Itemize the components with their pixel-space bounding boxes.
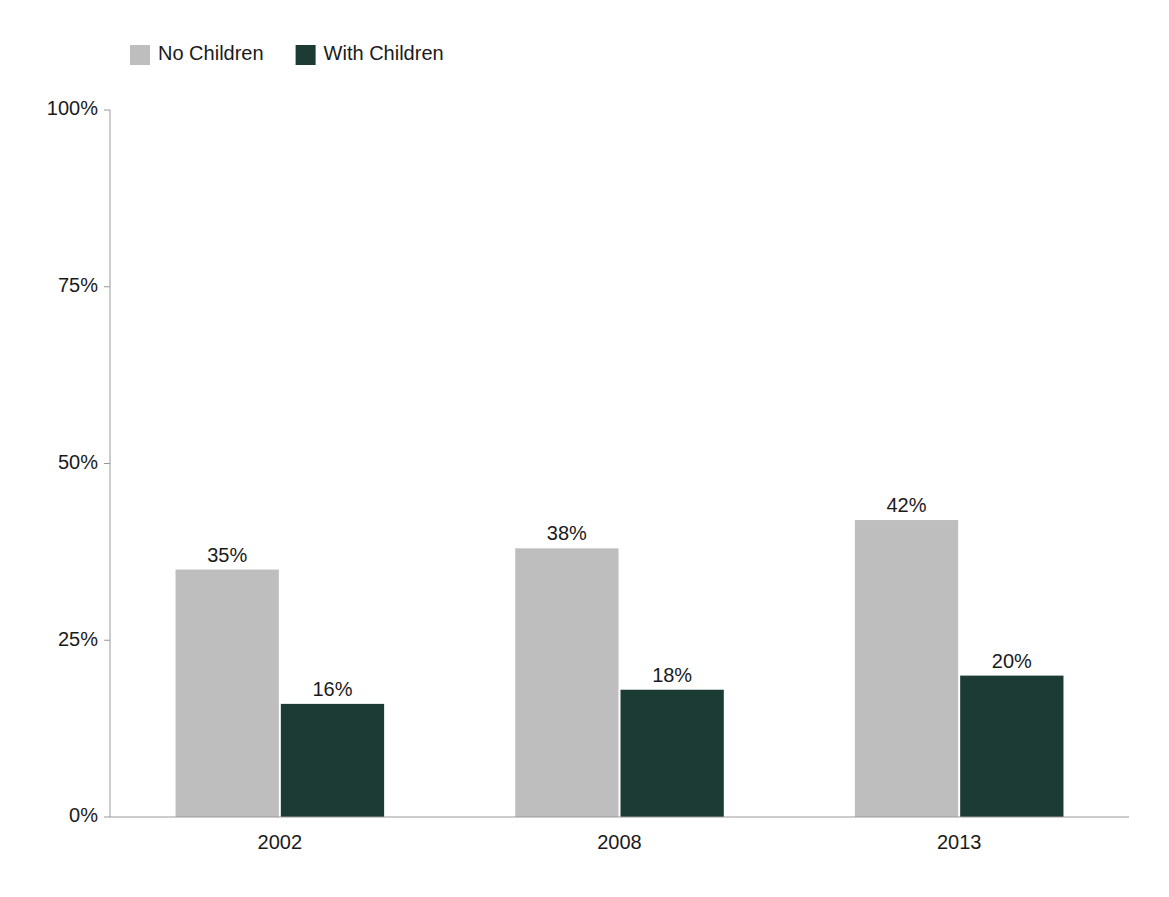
legend-swatch [130,45,150,65]
data-label: 35% [207,544,247,566]
legend-label: With Children [324,42,444,64]
y-tick-label: 25% [58,628,98,650]
bar [621,690,724,817]
y-tick [104,463,110,464]
x-tick-label: 2002 [258,831,303,853]
y-tick [104,286,110,287]
data-label: 42% [887,494,927,516]
y-tick [104,640,110,641]
bar [515,548,618,817]
chart-svg: 0%25%50%75%100%35%38%42%16%18%20%2002200… [0,0,1169,897]
y-tick [104,110,110,111]
bar [176,570,279,817]
y-tick-label: 50% [58,451,98,473]
x-tick-label: 2008 [597,831,642,853]
y-axis-line [110,110,111,817]
x-axis: 2002 2008 2013 [110,817,1129,853]
legend-item: No Children [130,42,264,65]
y-tick-label: 100% [47,97,98,119]
bars [176,520,1064,817]
data-label: 20% [992,650,1032,672]
data-label: 18% [652,664,692,686]
bar [960,676,1063,817]
legend-item: With Children [296,42,444,65]
legend: No Children With Children [130,42,444,65]
bar [281,704,384,817]
y-tick-label: 75% [58,274,98,296]
chart-container: 0%25%50%75%100%35%38%42%16%18%20%2002200… [0,0,1169,897]
y-tick [104,817,110,818]
bar [855,520,958,817]
legend-label: No Children [158,42,264,64]
data-labels: 35% 38% 42% 16% 18% 20% [207,494,1032,700]
y-axis: 0% 25% 50% 75% 100% [47,97,110,826]
data-label: 16% [312,678,352,700]
x-axis-line [110,817,1129,818]
x-tick-label: 2013 [937,831,982,853]
data-label: 38% [547,522,587,544]
legend-swatch [296,45,316,65]
y-tick-label: 0% [69,804,98,826]
